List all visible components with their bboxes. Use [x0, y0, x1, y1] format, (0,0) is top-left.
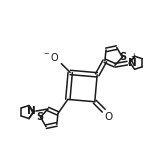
Text: N: N — [27, 106, 35, 116]
Text: S: S — [120, 52, 127, 62]
Text: +: + — [131, 52, 137, 61]
Text: S: S — [36, 112, 43, 122]
Text: O: O — [105, 112, 113, 122]
Text: $^-$O: $^-$O — [42, 51, 60, 63]
Text: N: N — [128, 58, 137, 68]
